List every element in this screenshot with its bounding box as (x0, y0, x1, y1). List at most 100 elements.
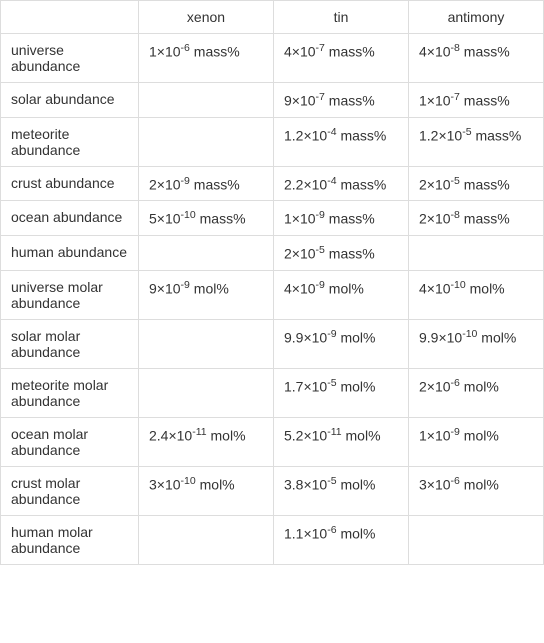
value-unit: mol% (464, 378, 499, 394)
value-unit: mass% (475, 127, 521, 143)
value-coef: 2 (419, 378, 427, 394)
value-exp: -10 (462, 328, 477, 340)
table-cell: 1.1×10-6 mol% (274, 515, 409, 564)
row-label: crust abundance (1, 166, 139, 201)
value-coef: 1 (419, 93, 427, 109)
row-label: meteorite abundance (1, 117, 139, 166)
value-unit: mass% (340, 176, 386, 192)
value-unit: mol% (340, 525, 375, 541)
row-label: human molar abundance (1, 515, 139, 564)
value-coef: 4 (284, 280, 292, 296)
table-cell: 1.7×10-5 mol% (274, 368, 409, 417)
table-cell (409, 515, 544, 564)
value-unit: mol% (329, 280, 364, 296)
table-cell: 2×10-5 mass% (274, 235, 409, 270)
value-unit: mass% (340, 127, 386, 143)
value-coef: 2 (284, 246, 292, 262)
table-row: solar molar abundance 9.9×10-9 mol%9.9×10… (1, 319, 544, 368)
value-coef: 2 (419, 176, 427, 192)
row-label: universe molar abundance (1, 270, 139, 319)
value-coef: 2 (149, 176, 157, 192)
value-exp: -6 (451, 475, 460, 487)
value-unit: mass% (464, 93, 510, 109)
value-unit: mol% (470, 280, 505, 296)
table-cell: 4×10-10 mol% (409, 270, 544, 319)
value-exp: -9 (181, 279, 190, 291)
value-exp: -8 (451, 209, 460, 221)
value-unit: mol% (340, 476, 375, 492)
value-unit: mass% (329, 44, 375, 60)
table-cell (139, 515, 274, 564)
table-cell: 3.8×10-5 mol% (274, 466, 409, 515)
row-label: meteorite molar abundance (1, 368, 139, 417)
table-cell: 1×10-6 mass% (139, 34, 274, 83)
table-cell: 2.4×10-11 mol% (139, 417, 274, 466)
value-exp: -11 (327, 426, 341, 438)
value-unit: mass% (194, 176, 240, 192)
header-xenon: xenon (139, 1, 274, 34)
table-cell (409, 235, 544, 270)
value-unit: mass% (329, 246, 375, 262)
value-exp: -5 (451, 175, 460, 187)
value-coef: 2.2 (284, 176, 303, 192)
value-exp: -10 (451, 279, 466, 291)
table-cell: 9.9×10-10 mol% (409, 319, 544, 368)
value-coef: 1.2 (284, 127, 303, 143)
value-unit: mol% (464, 476, 499, 492)
value-unit: mass% (464, 211, 510, 227)
table-row: universe molar abundance9×10-9 mol%4×10-… (1, 270, 544, 319)
value-coef: 9.9 (284, 329, 303, 345)
value-exp: -6 (181, 42, 190, 54)
table-row: human abundance 2×10-5 mass% (1, 235, 544, 270)
value-coef: 1.1 (284, 525, 303, 541)
row-label: solar abundance (1, 83, 139, 118)
value-coef: 9 (149, 280, 157, 296)
value-exp: -7 (316, 91, 325, 103)
table-cell: 5×10-10 mass% (139, 201, 274, 236)
value-coef: 3 (149, 476, 157, 492)
table-cell: 4×10-9 mol% (274, 270, 409, 319)
value-unit: mol% (464, 427, 499, 443)
table-row: meteorite abundance1.2×10-4 mass%1.2×10-… (1, 117, 544, 166)
table-cell (139, 319, 274, 368)
abundance-table: xenon tin antimony universe abundance1×1… (0, 0, 544, 565)
table-row: solar abundance9×10-7 mass%1×10-7 mass% (1, 83, 544, 118)
value-coef: 9.9 (419, 329, 438, 345)
row-label: crust molar abundance (1, 466, 139, 515)
row-label: human abundance (1, 235, 139, 270)
value-unit: mass% (329, 93, 375, 109)
value-exp: -9 (451, 426, 460, 438)
value-exp: -4 (327, 126, 336, 138)
value-unit: mol% (200, 476, 235, 492)
table-cell: 2×10-5 mass% (409, 166, 544, 201)
value-exp: -6 (451, 377, 460, 389)
value-exp: -8 (451, 42, 460, 54)
table-cell (139, 368, 274, 417)
row-label: universe abundance (1, 34, 139, 83)
value-exp: -5 (327, 475, 336, 487)
value-coef: 1 (149, 44, 157, 60)
table-row: ocean abundance5×10-10 mass%1×10-9 mass%… (1, 201, 544, 236)
table-cell: 1×10-7 mass% (409, 83, 544, 118)
header-blank (1, 1, 139, 34)
value-coef: 9 (284, 93, 292, 109)
table-row: universe abundance1×10-6 mass%4×10-7 mas… (1, 34, 544, 83)
header-antimony: antimony (409, 1, 544, 34)
value-exp: -7 (451, 91, 460, 103)
value-coef: 4 (419, 280, 427, 296)
table-cell: 2×10-9 mass% (139, 166, 274, 201)
table-cell (139, 235, 274, 270)
value-exp: -9 (181, 175, 190, 187)
table-cell: 9.9×10-9 mol% (274, 319, 409, 368)
value-exp: -11 (192, 426, 206, 438)
row-label: ocean molar abundance (1, 417, 139, 466)
value-coef: 1.2 (419, 127, 438, 143)
table-cell: 1.2×10-4 mass% (274, 117, 409, 166)
row-label: solar molar abundance (1, 319, 139, 368)
value-coef: 3 (419, 476, 427, 492)
table-cell: 3×10-6 mol% (409, 466, 544, 515)
value-coef: 4 (284, 44, 292, 60)
table-cell: 2×10-6 mol% (409, 368, 544, 417)
table-cell: 3×10-10 mol% (139, 466, 274, 515)
value-exp: -5 (316, 244, 325, 256)
